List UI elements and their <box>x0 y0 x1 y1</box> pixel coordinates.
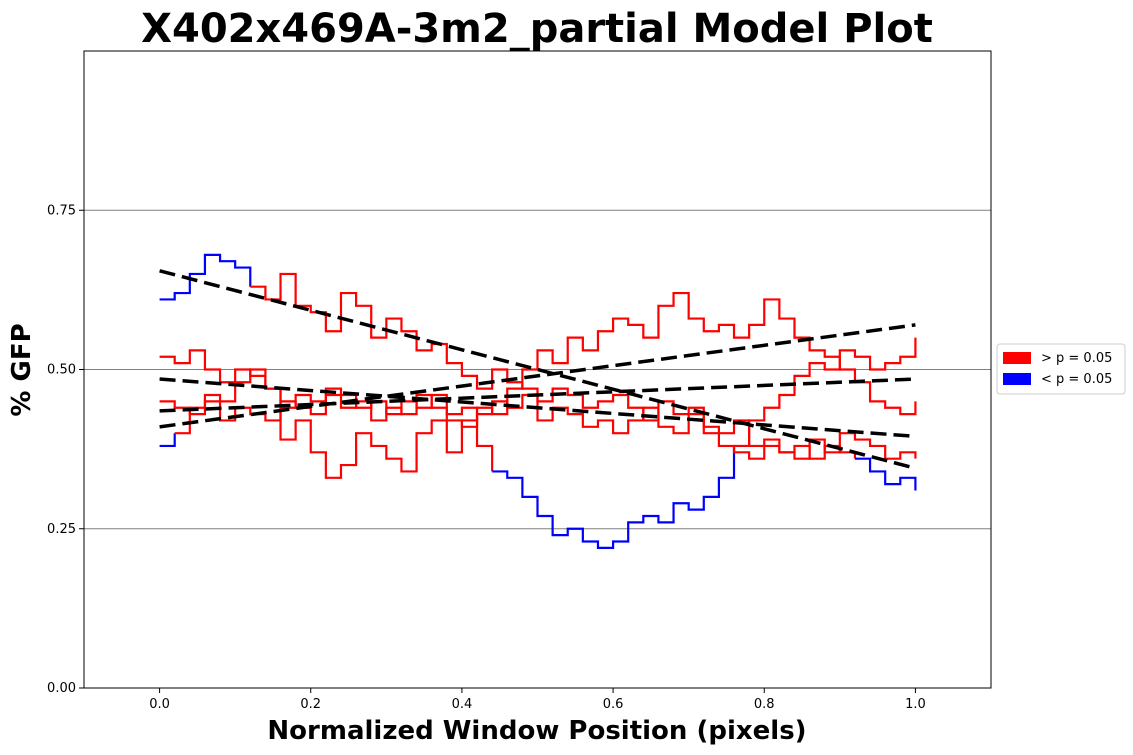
y-tick-label-3: 0.75 <box>47 203 76 218</box>
chart-title: X402x469A-3m2_partial Model Plot <box>141 6 933 52</box>
y-axis-label: % GFP <box>7 323 37 416</box>
series-0-segment-6 <box>250 272 857 460</box>
x-axis-label: Normalized Window Position (pixels) <box>267 716 806 746</box>
series-0-segment-46 <box>854 457 917 491</box>
fit-line-3 <box>159 377 916 413</box>
series-0-segment-0 <box>159 253 252 301</box>
y-tick-label-0: 0.00 <box>47 681 76 696</box>
x-tick-label-5: 1.0 <box>905 697 926 712</box>
series-group <box>159 253 917 549</box>
fit-line-0 <box>159 269 916 470</box>
legend-label-low: < p = 0.05 <box>1041 372 1112 387</box>
y-tick-label-1: 0.25 <box>47 522 76 537</box>
legend-swatch-high <box>1003 352 1031 364</box>
x-tick-label-3: 0.6 <box>603 697 624 712</box>
x-axis-ticks: 0.0 0.2 0.4 0.6 0.8 1.0 <box>149 688 926 712</box>
series-1-segment-38 <box>734 337 917 448</box>
series-3-segment-1 <box>174 368 917 479</box>
x-tick-label-1: 0.2 <box>300 697 321 712</box>
x-tick-label-4: 0.8 <box>754 697 775 712</box>
x-tick-label-0: 0.0 <box>149 697 170 712</box>
series-1-segment-22 <box>492 445 736 549</box>
x-tick-label-2: 0.4 <box>452 697 473 712</box>
legend-label-high: > p = 0.05 <box>1041 351 1112 366</box>
fit-lines <box>159 269 916 470</box>
y-tick-label-2: 0.50 <box>47 363 76 378</box>
series-3-segment-0 <box>159 433 176 448</box>
fit-line-2 <box>159 323 916 429</box>
y-axis-ticks: 0.00 0.25 0.50 0.75 <box>47 203 84 696</box>
legend-swatch-low <box>1003 373 1031 385</box>
series-2-segment-0 <box>159 291 917 428</box>
legend: > p = 0.05 < p = 0.05 <box>996 343 1126 395</box>
fit-line-1 <box>159 377 916 439</box>
series-1-segment-0 <box>159 349 494 472</box>
